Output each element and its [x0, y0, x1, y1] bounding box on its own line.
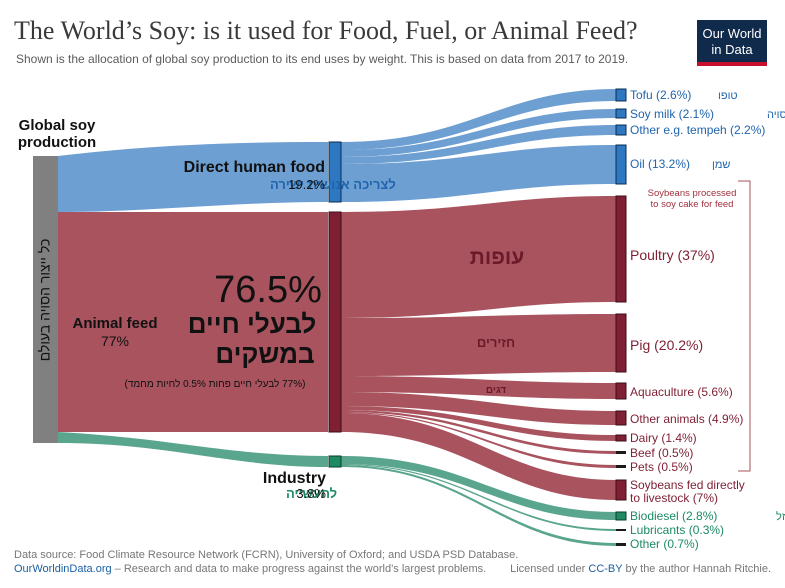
footer-tagline: OurWorldinData.org – Research and data t… [14, 563, 486, 575]
animal-feed-big-hebrew-1: לבעלי חיים [188, 309, 317, 339]
node-human-food[interactable] [328, 141, 342, 203]
node-beef[interactable] [616, 451, 626, 454]
animal-feed-note: (77% לבעלי חיים פחות 0.5% לחיות מחמד) [125, 378, 306, 390]
use-hebrew-biodiesel: ביו-דיזל [776, 510, 785, 523]
link-feed-dairy [341, 406, 616, 441]
link-feed-aquaculture [341, 376, 616, 399]
node-soy-milk[interactable] [615, 108, 627, 119]
use-label-soybeans-direct-2: to livestock (7%) [630, 491, 718, 505]
use-hebrew-tofu: טופו [718, 90, 738, 102]
site-link[interactable]: OurWorldinData.org [14, 563, 112, 575]
use-label-oil: Oil (13.2%) [630, 157, 690, 171]
link-human-tofu [341, 89, 616, 150]
logo-line-1: Our World [702, 26, 762, 41]
source-hebrew-label: כל ייצור הסויה בעולם [37, 239, 53, 362]
use-label-biodiesel: Biodiesel (2.8%) [630, 509, 717, 523]
owid-logo[interactable]: Our World in Data [697, 20, 767, 66]
node-poultry[interactable] [615, 195, 627, 303]
license-suffix: by the author Hannah Ritchie. [622, 563, 771, 575]
industry-label: Industry [263, 470, 326, 487]
use-label-dairy: Dairy (1.4%) [630, 431, 697, 445]
node-dairy[interactable] [615, 434, 627, 442]
use-label-poultry: Poultry (37%) [630, 247, 715, 263]
link-human-oil [341, 145, 616, 202]
chart-title: The World’s Soy: is it used for Food, Fu… [14, 16, 638, 45]
use-label-aquaculture: Aquaculture (5.6%) [630, 385, 733, 399]
source-label-line-2: production [18, 134, 96, 151]
link-human-tempeh [341, 125, 616, 164]
node-industry[interactable] [328, 455, 342, 468]
use-label-other-animals: Other animals (4.9%) [630, 412, 743, 426]
node-lubricants[interactable] [616, 529, 626, 531]
use-label-beef: Beef (0.5%) [630, 446, 693, 460]
source-label-line-1: Global soy [19, 117, 96, 134]
use-label-pig: Pig (20.2%) [630, 337, 703, 353]
node-soybeans-direct[interactable] [615, 479, 627, 501]
aquaculture-hebrew-label: דגים [486, 385, 506, 396]
human-food-value: 19.2% [288, 177, 325, 192]
license-note: Licensed under CC-BY by the author Hanna… [510, 563, 771, 575]
link-source-human [58, 142, 328, 212]
use-label-soy-milk: Soy milk (2.1%) [630, 107, 714, 121]
data-source-note: Data source: Food Climate Resource Netwo… [14, 549, 519, 561]
logo-accent-bar [697, 62, 767, 66]
node-other-industry[interactable] [616, 543, 626, 546]
link-feed-other-animals [341, 392, 616, 425]
soy-cake-bracket [738, 180, 751, 472]
link-human-soymilk [341, 109, 616, 157]
bracket-note-line-1: Soybeans processed [648, 188, 737, 199]
use-label-tofu: Tofu (2.6%) [630, 88, 691, 102]
node-oil[interactable] [615, 144, 627, 185]
use-label-soybeans-direct-1: Soybeans fed directly [630, 478, 745, 492]
link-feed-poultry [341, 196, 616, 318]
human-food-hebrew: לצריכה אנושית ישירה [270, 177, 396, 192]
node-tempeh[interactable] [615, 124, 627, 136]
node-other-animals[interactable] [615, 410, 627, 426]
node-animal-feed[interactable] [328, 211, 342, 433]
animal-feed-big-value: 76.5% [214, 269, 322, 311]
use-hebrew-oil: שמן [712, 159, 730, 171]
animal-feed-label: Animal feed [72, 315, 157, 332]
link-industry-biodiesel [341, 456, 616, 520]
node-biodiesel[interactable] [615, 511, 627, 521]
link-source-feed [58, 212, 328, 432]
use-label-other-industry: Other (0.7%) [630, 537, 699, 551]
node-pig[interactable] [615, 313, 627, 373]
node-pets[interactable] [616, 465, 626, 468]
license-link[interactable]: CC-BY [588, 563, 623, 575]
use-label-lubricants: Lubricants (0.3%) [630, 523, 724, 537]
link-source-industry [58, 432, 328, 467]
use-label-pets: Pets (0.5%) [630, 460, 693, 474]
bracket-note-line-2: to soy cake for feed [651, 199, 734, 210]
animal-feed-value: 77% [101, 333, 129, 349]
poultry-hebrew-label: עופות [470, 246, 524, 269]
tagline-text: – Research and data to make progress aga… [111, 563, 487, 575]
license-prefix: Licensed under [510, 563, 589, 575]
node-aquaculture[interactable] [615, 382, 627, 400]
link-feed-soybeans-direct [341, 413, 616, 500]
industry-hebrew: לתעשייה [286, 486, 337, 501]
use-hebrew-soy-milk: חלב סויה [767, 108, 785, 121]
chart-subtitle: Shown is the allocation of global soy pr… [16, 52, 629, 66]
link-feed-pig [341, 314, 616, 376]
animal-feed-big-hebrew-2: במשקים [215, 339, 314, 369]
node-global-soy[interactable] [33, 156, 58, 443]
human-food-label: Direct human food [184, 159, 325, 176]
industry-value: 3.8% [296, 486, 326, 501]
node-tofu[interactable] [615, 88, 627, 102]
pig-hebrew-label: חזירים [477, 335, 515, 350]
use-label-tempeh: Other e.g. tempeh (2.2%) [630, 123, 765, 137]
link-industry-lubricants [341, 464, 616, 531]
logo-line-2: in Data [711, 42, 753, 57]
